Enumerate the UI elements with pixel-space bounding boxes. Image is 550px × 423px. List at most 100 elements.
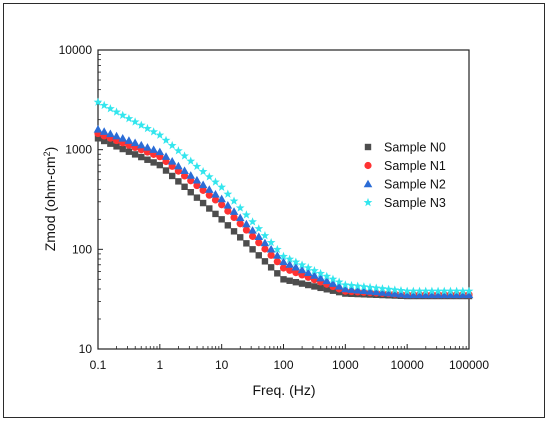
data-point xyxy=(192,175,202,184)
legend-item: Sample N3 xyxy=(363,196,446,210)
series-sample-n3 xyxy=(93,97,474,295)
data-point xyxy=(223,189,233,198)
data-point xyxy=(192,161,202,171)
data-point xyxy=(156,161,164,169)
data-point xyxy=(217,182,227,191)
data-point xyxy=(464,286,474,295)
data-point xyxy=(310,271,319,279)
data-point xyxy=(99,127,109,135)
data-point xyxy=(124,136,134,144)
data-point xyxy=(211,177,220,186)
data-point xyxy=(112,107,121,116)
data-point xyxy=(211,189,220,198)
x-tick-label: 10 xyxy=(215,358,229,372)
data-point xyxy=(118,110,128,120)
data-point xyxy=(118,134,128,142)
data-point xyxy=(112,131,121,140)
data-point xyxy=(223,200,233,209)
data-point xyxy=(353,281,363,290)
data-point xyxy=(229,196,239,205)
data-point xyxy=(161,135,171,145)
data-point xyxy=(390,285,400,294)
data-point xyxy=(280,276,287,283)
data-point xyxy=(212,210,219,218)
data-point xyxy=(167,140,177,150)
legend-marker xyxy=(364,143,372,151)
data-point xyxy=(105,104,115,113)
data-point xyxy=(248,226,257,234)
data-point xyxy=(167,157,177,165)
data-point xyxy=(365,282,375,292)
legend-marker xyxy=(363,179,373,188)
data-point xyxy=(174,161,183,170)
data-point xyxy=(378,288,387,296)
data-point xyxy=(235,213,245,222)
data-point xyxy=(254,232,264,240)
data-point xyxy=(150,159,157,166)
data-point xyxy=(236,220,244,228)
data-point xyxy=(334,277,344,286)
data-point xyxy=(279,264,288,272)
data-point xyxy=(267,251,275,259)
data-point xyxy=(464,290,474,299)
x-tick-label: 100000 xyxy=(449,358,489,372)
data-point xyxy=(229,207,239,215)
data-point xyxy=(439,286,449,295)
legend-marker xyxy=(363,197,373,207)
data-point xyxy=(427,286,437,295)
data-point xyxy=(260,231,270,240)
data-point xyxy=(119,145,126,153)
data-point xyxy=(198,180,208,189)
data-point xyxy=(340,280,350,289)
data-point xyxy=(458,286,468,295)
data-point xyxy=(316,273,325,282)
data-point xyxy=(155,130,165,139)
legend-item: Sample N0 xyxy=(364,141,446,155)
data-point xyxy=(371,283,381,292)
data-point xyxy=(242,219,251,228)
data-point xyxy=(124,114,134,123)
data-point xyxy=(174,146,183,155)
legend-item: Sample N1 xyxy=(364,159,446,173)
data-point xyxy=(149,145,158,153)
data-point xyxy=(347,285,356,293)
data-point xyxy=(305,281,312,289)
data-point xyxy=(242,226,250,234)
data-point xyxy=(421,290,431,299)
data-point xyxy=(409,290,418,299)
data-point xyxy=(260,238,270,247)
data-point xyxy=(291,262,301,271)
data-point xyxy=(303,268,313,276)
data-point xyxy=(144,156,151,163)
data-point xyxy=(298,280,306,287)
data-point xyxy=(322,271,332,281)
data-point xyxy=(205,191,213,199)
data-point xyxy=(136,140,146,149)
y-axis-title-main: Zmod (ohm-cm xyxy=(42,156,58,251)
data-point xyxy=(169,172,176,180)
data-point xyxy=(433,290,443,299)
data-point xyxy=(384,288,393,297)
legend-label: Sample N2 xyxy=(384,178,446,192)
data-point xyxy=(297,265,307,274)
data-point xyxy=(433,286,443,295)
data-point xyxy=(136,120,146,129)
data-point xyxy=(218,201,226,209)
data-point xyxy=(187,177,195,185)
data-point xyxy=(328,279,338,287)
data-point xyxy=(297,260,307,269)
data-point xyxy=(130,138,140,147)
data-point xyxy=(408,286,418,295)
data-point xyxy=(273,251,282,259)
legend-item: Sample N2 xyxy=(363,178,446,192)
data-point xyxy=(452,286,462,295)
data-point xyxy=(204,172,214,181)
data-point xyxy=(279,257,288,266)
data-point xyxy=(255,239,263,247)
data-point xyxy=(396,285,406,295)
data-point xyxy=(378,284,387,293)
legend-label: Sample N0 xyxy=(384,141,446,155)
data-point xyxy=(292,269,300,277)
data-point xyxy=(230,228,238,235)
